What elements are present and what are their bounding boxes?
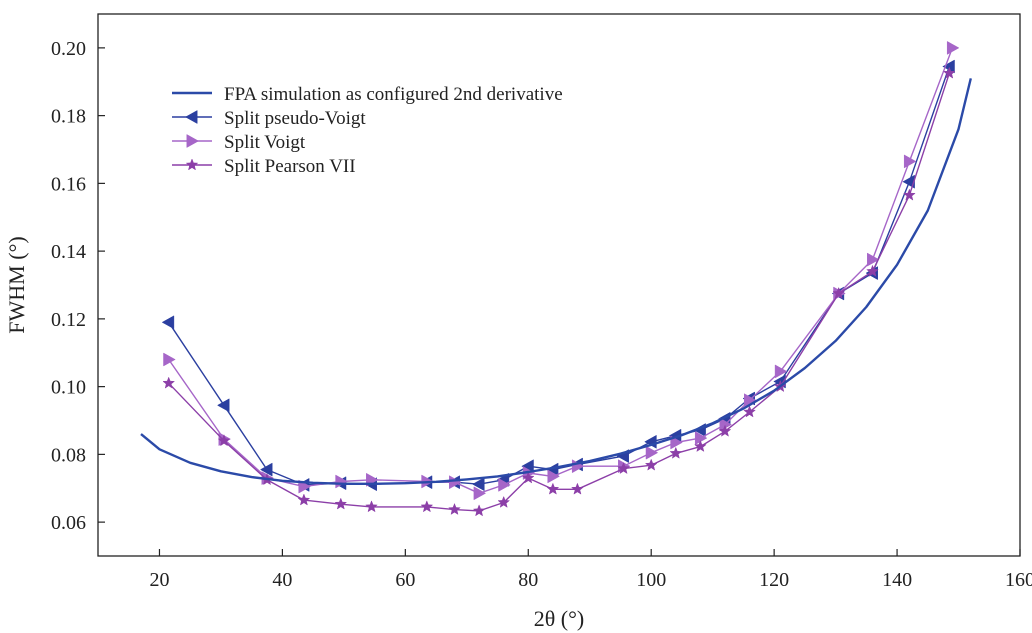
- data-point: [472, 504, 486, 517]
- data-point: [718, 424, 732, 437]
- y-axis-title: FWHM (°): [4, 236, 29, 333]
- y-tick-label: 0.06: [51, 512, 86, 534]
- data-point: [942, 66, 956, 79]
- legend-entry-2: Split pseudo-Voigt: [172, 108, 366, 129]
- y-tick-label: 0.08: [51, 444, 86, 466]
- data-point: [162, 376, 176, 389]
- data-point: [670, 435, 683, 450]
- data-point: [497, 495, 511, 508]
- series-1: [140, 78, 972, 485]
- data-point: [571, 482, 584, 495]
- data-point: [161, 315, 175, 330]
- x-tick-label: 160: [1005, 569, 1032, 591]
- y-tick-label: 0.10: [51, 377, 86, 399]
- data-point: [365, 500, 378, 513]
- series-line: [140, 78, 972, 485]
- data-point: [832, 286, 846, 299]
- data-point: [420, 500, 434, 513]
- data-point: [902, 174, 915, 189]
- data-point: [546, 482, 560, 495]
- y-tick-label: 0.18: [51, 106, 86, 128]
- legend-entry-4: Split Pearson VII: [172, 156, 356, 177]
- series-layer: [140, 40, 972, 517]
- data-point: [617, 461, 630, 475]
- legend-swatch-marker: [185, 158, 199, 171]
- legend-swatch-marker: [184, 110, 198, 124]
- data-point: [217, 434, 231, 447]
- series-line: [168, 73, 950, 512]
- x-tick-label: 60: [395, 569, 415, 591]
- data-point: [903, 154, 917, 169]
- data-point: [448, 502, 461, 515]
- data-point: [216, 398, 230, 413]
- legend-label: Split Voigt: [224, 132, 306, 153]
- y-tick-label: 0.12: [51, 309, 86, 331]
- data-point: [866, 264, 879, 277]
- x-tick-label: 140: [882, 569, 912, 591]
- legend-entry-3: Split Voigt: [172, 132, 306, 153]
- legend: FPA simulation as configured 2nd derivat…: [172, 84, 563, 177]
- legend-label: FPA simulation as configured 2nd derivat…: [224, 84, 563, 105]
- data-point: [259, 462, 273, 477]
- data-point: [334, 497, 348, 510]
- data-point: [867, 252, 880, 267]
- series-line: [168, 66, 950, 486]
- data-point: [163, 352, 176, 367]
- legend-label: Split pseudo-Voigt: [224, 108, 366, 129]
- x-tick-label: 20: [149, 569, 169, 591]
- data-point: [946, 40, 960, 55]
- data-point: [498, 477, 511, 492]
- y-tick-label: 0.16: [51, 173, 86, 195]
- legend-label: Split Pearson VII: [224, 156, 356, 177]
- data-point: [472, 477, 485, 492]
- data-point: [473, 486, 487, 501]
- data-point: [774, 364, 788, 379]
- y-tick-label: 0.14: [51, 241, 86, 263]
- x-axis-title: 2θ (°): [534, 606, 585, 631]
- x-tick-label: 40: [272, 569, 292, 591]
- data-point: [297, 493, 311, 506]
- data-point: [694, 431, 708, 446]
- data-point: [449, 475, 462, 490]
- data-point: [903, 188, 916, 201]
- x-tick-label: 100: [636, 569, 666, 591]
- x-tick-label: 120: [759, 569, 789, 591]
- data-point: [645, 445, 659, 460]
- data-point: [669, 446, 683, 459]
- data-point: [743, 405, 756, 418]
- x-tick-label: 80: [518, 569, 538, 591]
- plot-frame: [97, 13, 1021, 557]
- legend-swatch-marker: [186, 134, 200, 148]
- data-point: [644, 458, 658, 471]
- data-point: [547, 469, 560, 484]
- data-point: [521, 471, 535, 484]
- y-tick-label: 0.20: [51, 38, 86, 60]
- axes-layer: 20 40 60 80 100 120 140 160 0.06 0.08 0.10 0.12 0.14…: [51, 13, 1032, 591]
- data-point: [694, 439, 707, 452]
- legend-entry-1: FPA simulation as configured 2nd derivat…: [172, 84, 563, 105]
